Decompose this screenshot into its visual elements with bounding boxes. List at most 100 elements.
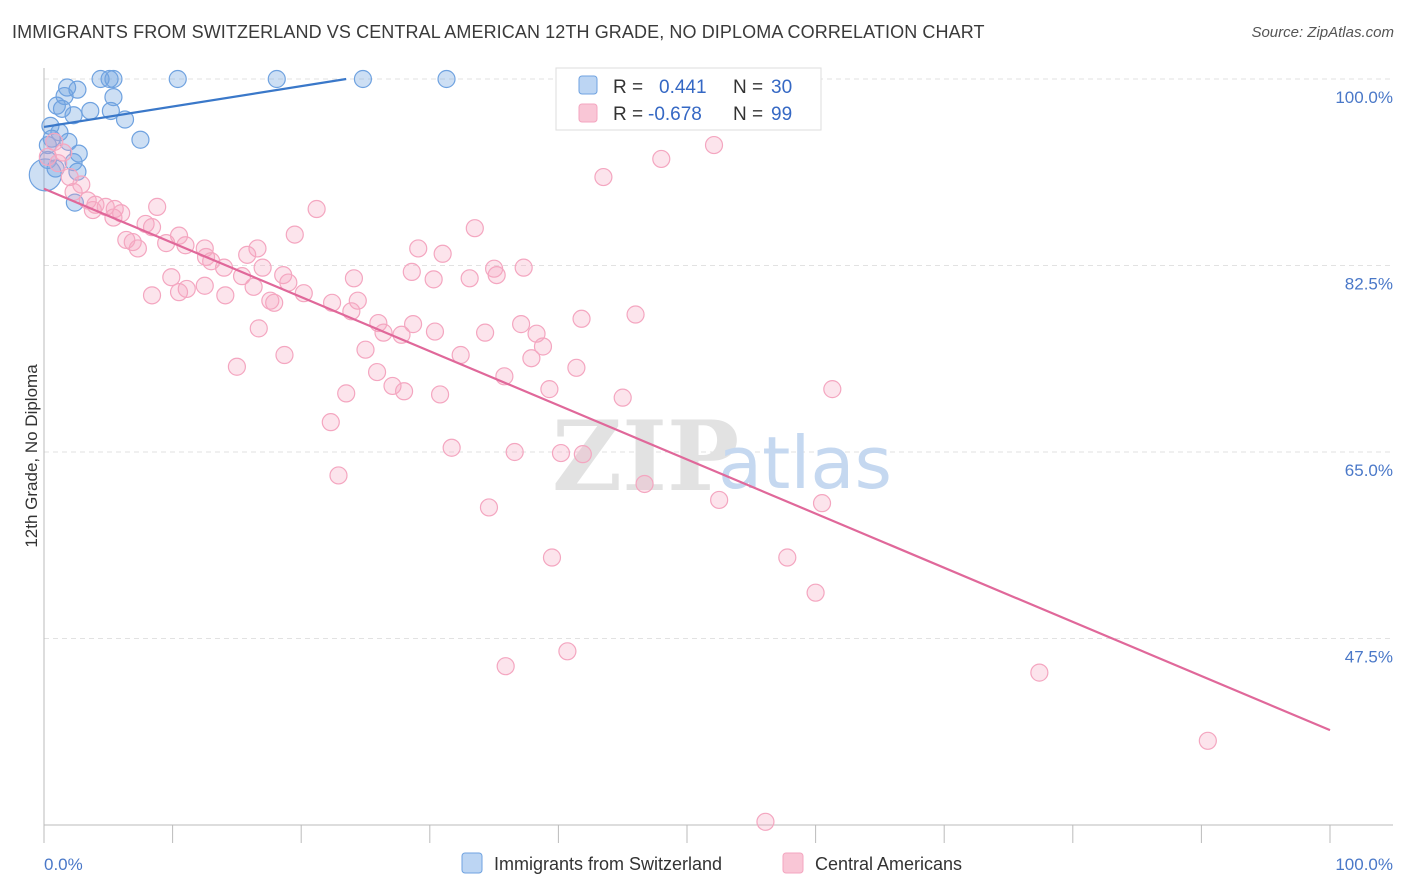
point-switzerland xyxy=(104,69,123,89)
point-central-americans xyxy=(253,258,272,277)
point-central-americans xyxy=(348,291,367,310)
point-central-americans xyxy=(485,259,504,278)
point-switzerland xyxy=(131,130,150,149)
point-central-americans xyxy=(285,225,304,244)
point-central-americans xyxy=(465,219,484,238)
x-tick-label-min: 0.0% xyxy=(44,855,83,874)
point-central-americans xyxy=(594,167,613,187)
point-central-americans xyxy=(322,293,342,312)
point-central-americans xyxy=(38,147,57,166)
point-central-americans xyxy=(274,265,293,285)
point-central-americans xyxy=(540,380,559,399)
y-axis-label: 12th Grade, No Diploma xyxy=(22,364,41,548)
watermark-zip: ZIP xyxy=(552,400,739,513)
watermark-atlas: atlas xyxy=(718,421,892,505)
point-central-americans xyxy=(238,245,257,264)
point-central-americans xyxy=(383,376,402,396)
y-tick-labels: 47.5% 65.0% 82.5% 100.0% xyxy=(1335,88,1393,667)
stats-legend: R = 0.441 N = 30 R = -0.678 N = 99 xyxy=(555,67,822,131)
grid-lines xyxy=(44,78,1393,639)
point-central-americans xyxy=(402,262,421,281)
point-central-americans xyxy=(778,548,797,567)
stats-swatch-pink xyxy=(578,103,598,123)
point-central-americans xyxy=(812,494,832,513)
x-tick-label-max: 100.0% xyxy=(1335,855,1393,874)
point-central-americans xyxy=(613,388,632,407)
point-central-americans xyxy=(823,380,842,399)
point-central-americans xyxy=(344,269,364,288)
y-tick-label: 100.0% xyxy=(1335,88,1393,107)
point-central-americans xyxy=(626,305,645,324)
point-central-americans xyxy=(394,382,414,401)
point-central-americans xyxy=(567,358,586,377)
point-central-americans xyxy=(479,498,499,517)
stats-swatch-blue xyxy=(578,75,598,95)
trend-lines xyxy=(43,77,1331,732)
point-central-americans xyxy=(1030,663,1049,682)
point-central-americans xyxy=(558,642,577,661)
point-central-americans xyxy=(572,309,591,328)
axes xyxy=(43,68,1393,843)
point-central-americans xyxy=(512,315,531,334)
point-switzerland xyxy=(437,69,456,89)
point-central-americans xyxy=(522,349,541,368)
stats-r-value-2: -0.678 xyxy=(648,104,702,125)
legend-label-switzerland: Immigrants from Switzerland xyxy=(494,854,722,874)
y-tick-label: 82.5% xyxy=(1345,275,1393,294)
stats-n-label-2: N = xyxy=(733,104,763,125)
point-central-americans xyxy=(496,657,515,676)
stats-n-label-1: N = xyxy=(733,77,763,98)
point-switzerland xyxy=(267,69,286,89)
point-central-americans xyxy=(227,357,246,376)
point-central-americans xyxy=(710,490,729,510)
source-label: Source: ZipAtlas.com xyxy=(1251,24,1394,41)
trend-line-switzerland xyxy=(43,77,347,129)
point-switzerland xyxy=(47,96,66,115)
point-central-americans xyxy=(551,443,571,463)
point-switzerland xyxy=(69,144,88,163)
chart-title: IMMIGRANTS FROM SWITZERLAND VS CENTRAL A… xyxy=(12,22,985,42)
stats-r-label-1: R = xyxy=(613,77,643,98)
point-central-americans xyxy=(261,291,280,310)
point-central-americans xyxy=(533,337,553,356)
point-central-americans xyxy=(704,135,724,155)
point-central-americans xyxy=(573,445,592,464)
point-central-americans xyxy=(72,175,91,194)
stats-r-label-2: R = xyxy=(613,104,643,125)
point-central-americans xyxy=(635,474,654,494)
point-central-americans xyxy=(329,466,348,485)
point-central-americans xyxy=(1198,731,1217,750)
watermark: ZIP atlas xyxy=(552,400,892,513)
point-central-americans xyxy=(148,197,167,216)
point-central-americans xyxy=(403,315,423,334)
point-central-americans xyxy=(162,268,181,287)
point-switzerland xyxy=(353,69,373,89)
legend-swatch-central-americans xyxy=(782,852,804,874)
point-central-americans xyxy=(475,323,495,342)
y-tick-label: 47.5% xyxy=(1345,648,1393,667)
point-central-americans xyxy=(275,345,294,365)
point-central-americans xyxy=(244,277,263,296)
point-central-americans xyxy=(806,583,825,602)
point-central-americans xyxy=(430,385,450,404)
point-central-americans xyxy=(321,413,340,432)
point-central-americans xyxy=(425,322,445,341)
point-switzerland xyxy=(64,106,83,125)
point-central-americans xyxy=(216,286,235,305)
point-central-americans xyxy=(195,276,214,295)
point-central-americans xyxy=(367,362,387,382)
point-switzerland xyxy=(81,101,100,121)
point-central-americans xyxy=(356,340,375,359)
point-central-americans xyxy=(756,812,775,831)
point-central-americans xyxy=(514,258,533,277)
point-central-americans xyxy=(433,244,452,263)
stats-r-value-1: 0.441 xyxy=(659,77,707,98)
point-central-americans xyxy=(442,438,461,457)
point-central-americans xyxy=(49,154,68,173)
point-switzerland xyxy=(100,69,119,89)
point-central-americans xyxy=(142,286,162,305)
series-legend: Immigrants from Switzerland Central Amer… xyxy=(461,852,962,874)
point-central-americans xyxy=(307,199,326,219)
point-central-americans xyxy=(424,270,443,289)
